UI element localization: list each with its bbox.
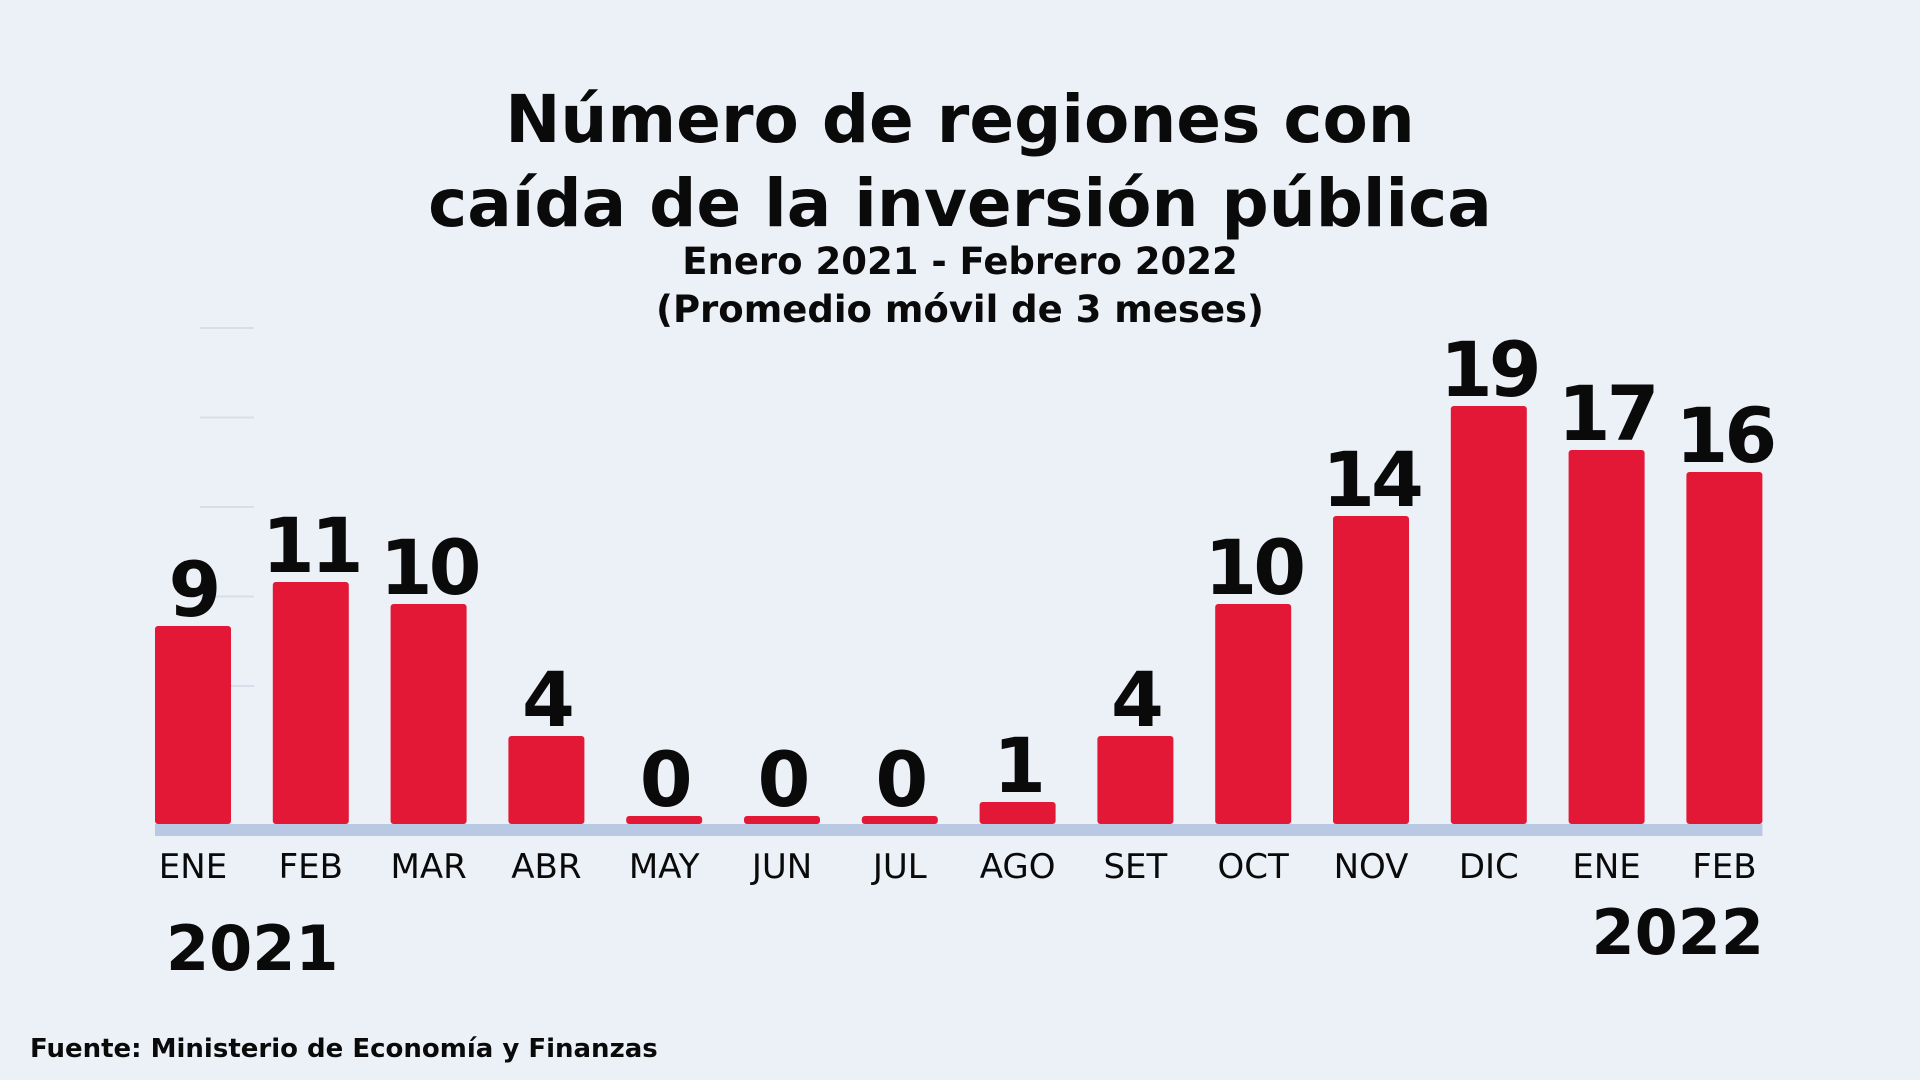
bar xyxy=(1215,604,1292,824)
chart-title-line-2: caída de la inversión pública xyxy=(428,165,1492,242)
bar xyxy=(861,816,938,824)
data-label: 0 xyxy=(640,735,690,824)
bar xyxy=(155,626,231,824)
data-label: 4 xyxy=(522,655,572,744)
data-label: 10 xyxy=(380,523,479,612)
data-label: 0 xyxy=(875,735,925,824)
category-label: ABR xyxy=(511,847,581,887)
data-label: 17 xyxy=(1558,369,1656,458)
data-label: 10 xyxy=(1204,523,1303,612)
year-label-end: 2022 xyxy=(1591,896,1764,969)
bar xyxy=(626,816,703,824)
chart-title-line-1: Número de regiones con xyxy=(505,81,1415,158)
category-label: MAY xyxy=(629,847,700,887)
bar xyxy=(272,582,349,824)
baseline xyxy=(155,824,1763,836)
bar xyxy=(390,604,467,824)
category-label: DIC xyxy=(1459,847,1519,887)
bar xyxy=(1568,450,1645,824)
category-label: FEB xyxy=(279,847,343,887)
bar xyxy=(1333,516,1409,824)
chart-title: Número de regiones con caída de la inver… xyxy=(0,78,1920,246)
data-label: 0 xyxy=(758,735,808,824)
category-label: NOV xyxy=(1334,847,1409,887)
category-label: JUL xyxy=(871,847,927,887)
year-label-start: 2021 xyxy=(166,912,339,985)
bar xyxy=(508,736,585,824)
bar xyxy=(1686,472,1763,824)
category-label: JUN xyxy=(750,847,812,887)
data-label: 1 xyxy=(993,721,1042,810)
data-label: 9 xyxy=(169,545,218,634)
chart-subtitle-line-2: (Promedio móvil de 3 meses) xyxy=(656,288,1264,331)
category-label: SET xyxy=(1103,847,1167,887)
category-label: ENE xyxy=(1572,847,1640,887)
source-note: Fuente: Ministerio de Economía y Finanza… xyxy=(30,1034,658,1064)
data-label: 11 xyxy=(262,501,360,590)
bar xyxy=(744,816,820,824)
chart-subtitle: Enero 2021 - Febrero 2022 (Promedio móvi… xyxy=(0,238,1920,334)
category-label: FEB xyxy=(1692,847,1756,887)
category-label: AGO xyxy=(980,847,1056,887)
bar xyxy=(1097,736,1174,824)
category-label: ENE xyxy=(159,847,227,887)
bar xyxy=(1450,406,1527,824)
data-label: 16 xyxy=(1676,391,1774,480)
category-label: MAR xyxy=(390,847,466,887)
chart-subtitle-line-1: Enero 2021 - Febrero 2022 xyxy=(682,240,1238,283)
data-label: 19 xyxy=(1440,325,1538,414)
category-label: OCT xyxy=(1218,847,1290,887)
data-label: 14 xyxy=(1322,435,1421,524)
bar xyxy=(979,802,1056,824)
data-label: 4 xyxy=(1111,655,1161,744)
